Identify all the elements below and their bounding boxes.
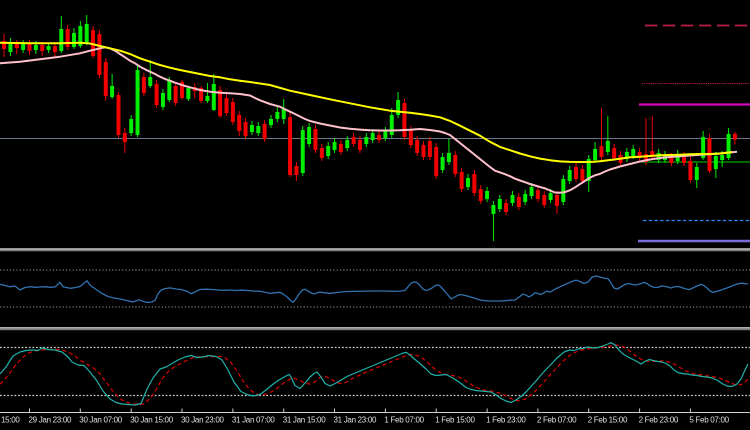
- svg-text:31 Jan 15:00: 31 Jan 15:00: [283, 416, 327, 425]
- svg-text:30 Jan 07:00: 30 Jan 07:00: [79, 416, 123, 425]
- svg-text:15:00: 15:00: [1, 416, 20, 425]
- svg-text:1 Feb 23:00: 1 Feb 23:00: [486, 416, 526, 425]
- svg-text:31 Jan 07:00: 31 Jan 07:00: [232, 416, 276, 425]
- svg-text:1 Feb 07:00: 1 Feb 07:00: [384, 416, 424, 425]
- svg-text:2 Feb 07:00: 2 Feb 07:00: [537, 416, 577, 425]
- svg-text:29 Jan 23:00: 29 Jan 23:00: [29, 416, 73, 425]
- svg-text:2 Feb 23:00: 2 Feb 23:00: [639, 416, 679, 425]
- svg-text:30 Jan 23:00: 30 Jan 23:00: [181, 416, 225, 425]
- svg-text:2 Feb 15:00: 2 Feb 15:00: [588, 416, 628, 425]
- svg-text:31 Jan 23:00: 31 Jan 23:00: [334, 416, 378, 425]
- svg-text:5 Feb 07:00: 5 Feb 07:00: [689, 416, 729, 425]
- svg-text:30 Jan 15:00: 30 Jan 15:00: [130, 416, 174, 425]
- svg-text:1 Feb 15:00: 1 Feb 15:00: [435, 416, 475, 425]
